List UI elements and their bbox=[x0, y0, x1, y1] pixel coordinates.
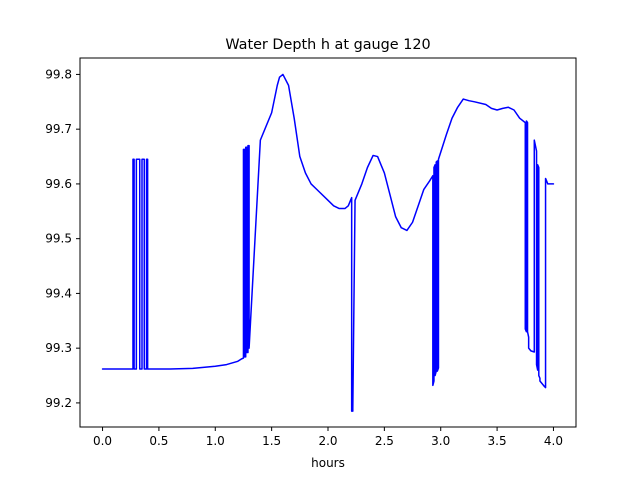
x-tick-label: 4.0 bbox=[544, 434, 563, 448]
y-tick-label: 99.6 bbox=[45, 177, 72, 191]
series-line-0 bbox=[101, 73, 555, 412]
x-tick-label: 1.0 bbox=[206, 434, 225, 448]
x-tick-label: 0.0 bbox=[93, 434, 112, 448]
chart-title: Water Depth h at gauge 120 bbox=[225, 37, 430, 53]
y-tick-label: 99.3 bbox=[45, 341, 72, 355]
y-tick-label: 99.8 bbox=[45, 67, 72, 81]
x-tick-label: 3.0 bbox=[431, 434, 450, 448]
x-axis-label: hours bbox=[311, 456, 345, 470]
x-tick-label: 2.0 bbox=[318, 434, 337, 448]
y-tick-label: 99.2 bbox=[45, 396, 72, 410]
x-tick-label: 3.5 bbox=[488, 434, 507, 448]
y-tick-label: 99.5 bbox=[45, 232, 72, 246]
plot-lines bbox=[101, 73, 555, 412]
y-tick-label: 99.4 bbox=[45, 286, 72, 300]
y-axis-ticks: 99.2 99.3 99.4 99.5 99.6 99.7 99.8 bbox=[45, 67, 80, 410]
axes-frame bbox=[79, 57, 577, 428]
x-axis-ticks: 0.0 0.5 1.0 1.5 2.0 2.5 3.0 3.5 4.0 bbox=[93, 427, 563, 448]
x-tick-label: 2.5 bbox=[375, 434, 394, 448]
x-tick-label: 0.5 bbox=[149, 434, 168, 448]
y-tick-label: 99.7 bbox=[45, 122, 72, 136]
x-tick-label: 1.5 bbox=[262, 434, 281, 448]
